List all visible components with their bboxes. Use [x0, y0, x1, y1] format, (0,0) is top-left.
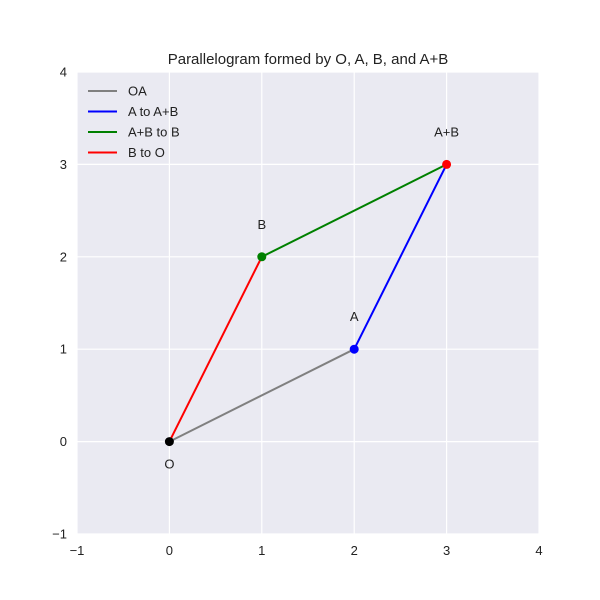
x-tick-label: 0 — [166, 543, 173, 558]
data-point-2 — [257, 252, 267, 262]
series-line-1 — [353, 163, 448, 351]
legend-label: OA — [128, 84, 147, 99]
x-tick-label: −1 — [70, 543, 85, 558]
point-label: A — [350, 309, 359, 324]
point-label: B — [257, 217, 266, 232]
x-tick-label: 4 — [535, 543, 542, 558]
y-tick-label: 0 — [60, 434, 67, 449]
point-label: A+B — [434, 124, 459, 139]
x-tick-label: 2 — [351, 543, 358, 558]
x-tick-label: 1 — [258, 543, 265, 558]
point-labels: O A B A+B — [164, 124, 459, 471]
series-line-0 — [168, 348, 356, 443]
legend-label: B to O — [128, 145, 165, 160]
data-point-3 — [442, 159, 452, 169]
series-line-3 — [168, 255, 263, 443]
chart-title: Parallelogram formed by O, A, B, and A+B — [168, 51, 449, 68]
y-tick-label: 1 — [60, 342, 67, 357]
y-axis-ticks: −1 0 1 2 3 4 — [52, 65, 67, 542]
x-axis-ticks: −1 0 1 2 3 4 — [70, 543, 543, 558]
data-point-0 — [164, 437, 174, 447]
data-points — [164, 159, 452, 447]
y-tick-label: 4 — [60, 65, 67, 80]
data-point-1 — [349, 344, 359, 354]
y-tick-label: 2 — [60, 249, 67, 264]
series-line-2 — [260, 163, 448, 258]
legend: OA A to A+B A+B to B B to O — [88, 84, 180, 160]
point-label: O — [164, 457, 174, 472]
x-tick-label: 3 — [443, 543, 450, 558]
legend-label: A to A+B — [128, 104, 178, 119]
plot-area — [77, 72, 539, 534]
y-tick-label: 3 — [60, 157, 67, 172]
series-lines — [168, 163, 448, 443]
legend-label: A+B to B — [128, 125, 180, 140]
y-tick-label: −1 — [52, 527, 67, 542]
grid — [76, 71, 540, 535]
